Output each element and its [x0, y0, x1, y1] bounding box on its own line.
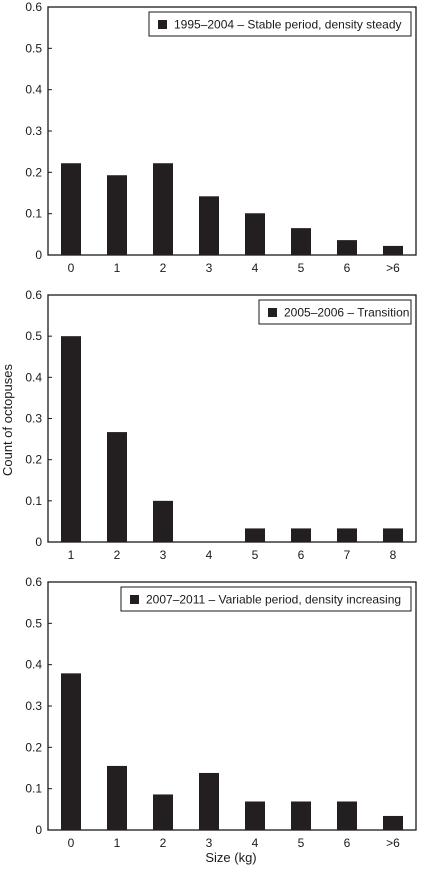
bar-1-5: [291, 228, 311, 255]
legend-swatch-3: [130, 595, 139, 604]
bar-1-1: [107, 175, 127, 255]
x-tick-label-2-0: 1: [68, 548, 75, 562]
legend-label-2: 2005–2006 – Transition: [284, 306, 409, 320]
x-tick-label-1-7: >6: [386, 261, 400, 275]
x-tick-label-3-5: 5: [298, 836, 305, 850]
bar-1-4: [245, 213, 265, 255]
legend-box-3: [120, 586, 412, 612]
y-tick-label-1-2: 0.2: [25, 165, 42, 179]
x-tick-label-3-3: 3: [206, 836, 213, 850]
x-tick-label-3-2: 2: [160, 836, 167, 850]
bar-2-5: [291, 528, 311, 542]
x-tick-label-2-1: 2: [114, 548, 121, 562]
bar-1-6: [337, 240, 357, 255]
y-tick-label-1-4: 0.4: [25, 83, 42, 97]
x-tick-label-1-4: 4: [252, 261, 259, 275]
legend-label-1: 1995–2004 – Stable period, density stead…: [174, 18, 402, 32]
y-tick-label-1-1: 0.1: [25, 207, 42, 221]
bar-2-1: [107, 432, 127, 542]
y-tick-label-2-3: 0.3: [25, 412, 42, 426]
y-tick-label-2-6: 0.6: [25, 288, 42, 302]
y-tick-label-3-2: 0.2: [25, 740, 42, 754]
legend-box-1: [148, 11, 412, 37]
y-tick-label-2-2: 0.2: [25, 453, 42, 467]
y-tick-label-2-1: 0.1: [25, 494, 42, 508]
y-tick-label-2-0: 0: [35, 535, 42, 549]
bar-1-2: [153, 163, 173, 255]
x-tick-label-2-3: 4: [206, 548, 213, 562]
x-tick-label-3-0: 0: [68, 836, 75, 850]
x-tick-label-2-2: 3: [160, 548, 167, 562]
y-axis-title: Count of octopuses: [0, 363, 15, 476]
legend-swatch-1: [158, 20, 167, 29]
legend-label-3: 2007–2011 – Variable period, density inc…: [146, 593, 401, 607]
y-tick-label-2-4: 0.4: [25, 370, 42, 384]
bar-3-4: [245, 801, 265, 830]
legend-swatch-2: [268, 308, 277, 317]
bar-1-0: [61, 163, 81, 255]
y-tick-label-3-0: 0: [35, 823, 42, 837]
y-tick-label-1-5: 0.5: [25, 41, 42, 55]
x-tick-label-1-6: 6: [344, 261, 351, 275]
bar-2-0: [61, 336, 81, 542]
y-tick-label-3-1: 0.1: [25, 782, 42, 796]
plot-frame-2: [47, 294, 417, 543]
x-tick-label-1-5: 5: [298, 261, 305, 275]
bar-3-3: [199, 772, 219, 830]
x-axis-title: Size (kg): [205, 850, 256, 865]
bar-2-2: [153, 500, 173, 542]
bar-2-6: [337, 528, 357, 542]
y-tick-label-3-4: 0.4: [25, 658, 42, 672]
bar-2-4: [245, 528, 265, 542]
bar-3-2: [153, 794, 173, 830]
y-tick-label-3-6: 0.6: [25, 575, 42, 589]
bar-3-0: [61, 673, 81, 830]
bar-3-7: [383, 815, 403, 830]
y-tick-label-3-3: 0.3: [25, 699, 42, 713]
x-tick-label-3-1: 1: [114, 836, 121, 850]
plot-frame-1: [47, 6, 417, 256]
y-tick-label-1-6: 0.6: [25, 0, 42, 14]
x-tick-label-2-6: 7: [344, 548, 351, 562]
x-tick-label-1-3: 3: [206, 261, 213, 275]
x-tick-label-3-4: 4: [252, 836, 259, 850]
x-tick-label-2-5: 6: [298, 548, 305, 562]
bar-1-3: [199, 196, 219, 255]
bar-3-5: [291, 801, 311, 830]
x-tick-label-3-7: >6: [386, 836, 400, 850]
x-tick-label-3-6: 6: [344, 836, 351, 850]
y-tick-label-1-3: 0.3: [25, 124, 42, 138]
x-tick-label-2-7: 8: [390, 548, 397, 562]
bar-1-7: [383, 245, 403, 255]
x-tick-label-1-2: 2: [160, 261, 167, 275]
y-tick-label-2-5: 0.5: [25, 329, 42, 343]
plot-frame-3: [47, 581, 417, 831]
x-tick-label-1-1: 1: [114, 261, 121, 275]
bar-3-6: [337, 801, 357, 830]
legend-box-2: [258, 299, 412, 325]
x-tick-label-2-4: 5: [252, 548, 259, 562]
y-tick-label-1-0: 0: [35, 248, 42, 262]
y-tick-label-3-5: 0.5: [25, 616, 42, 630]
bar-2-7: [383, 528, 403, 542]
x-tick-label-1-0: 0: [68, 261, 75, 275]
bar-3-1: [107, 765, 127, 830]
